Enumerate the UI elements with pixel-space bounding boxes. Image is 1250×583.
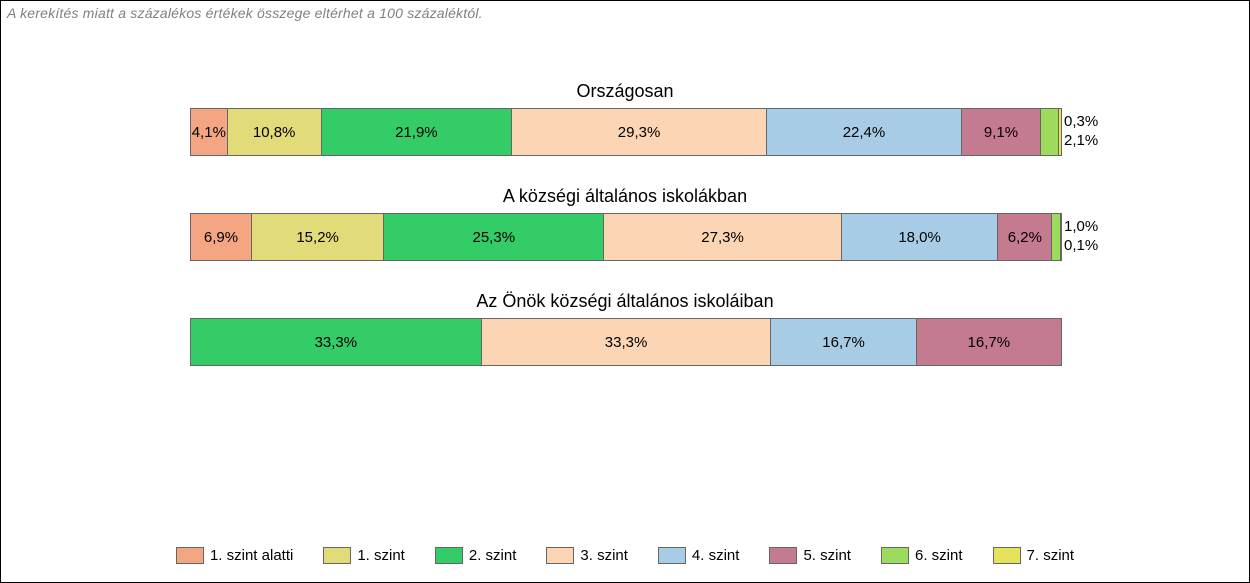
overflow-labels: 1,0%0,1% <box>1060 213 1098 261</box>
legend-item: 1. szint <box>323 547 405 564</box>
legend-item: 4. szint <box>658 547 740 564</box>
legend-item: 5. szint <box>769 547 851 564</box>
bar-group: A községi általános iskolákban6,9%15,2%2… <box>1 186 1249 261</box>
legend-item: 7. szint <box>993 547 1075 564</box>
bar-group-title: Országosan <box>1 81 1249 102</box>
bar-segment: 33,3% <box>481 319 771 365</box>
rounding-note: A kerekítés miatt a százalékos értékek ö… <box>7 5 483 21</box>
overflow-label: 1,0% <box>1064 218 1098 237</box>
bar-segment: 6,9% <box>191 214 251 260</box>
legend-swatch <box>993 547 1021 564</box>
stacked-bar: 6,9%15,2%25,3%27,3%18,0%6,2% <box>190 213 1062 261</box>
bar-segment <box>1040 109 1058 155</box>
legend: 1. szint alatti 1. szint 2. szint 3. szint 4… <box>1 547 1249 564</box>
legend-swatch <box>546 547 574 564</box>
legend-label: 3. szint <box>580 547 628 564</box>
charts-region: Országosan4,1%10,8%21,9%29,3%22,4%9,1%0,… <box>1 81 1249 396</box>
bar-segment: 18,0% <box>841 214 998 260</box>
legend-item: 3. szint <box>546 547 628 564</box>
stacked-bar: 33,3%33,3%16,7%16,7% <box>190 318 1062 366</box>
legend-item: 6. szint <box>881 547 963 564</box>
bar-segment: 10,8% <box>227 109 321 155</box>
bar-segment: 22,4% <box>766 109 961 155</box>
bar-wrap: 6,9%15,2%25,3%27,3%18,0%6,2%1,0%0,1% <box>190 213 1060 261</box>
legend-swatch <box>435 547 463 564</box>
legend-swatch <box>658 547 686 564</box>
stacked-bar: 4,1%10,8%21,9%29,3%22,4%9,1% <box>190 108 1062 156</box>
bar-wrap: 4,1%10,8%21,9%29,3%22,4%9,1%0,3%2,1% <box>190 108 1060 156</box>
bar-segment: 9,1% <box>961 109 1040 155</box>
overflow-labels: 0,3%2,1% <box>1060 108 1098 156</box>
bar-group-title: Az Önök községi általános iskoláiban <box>1 291 1249 312</box>
bar-wrap: 33,3%33,3%16,7%16,7% <box>190 318 1060 366</box>
bar-segment: 16,7% <box>770 319 915 365</box>
overflow-label: 0,1% <box>1064 237 1098 256</box>
legend-swatch <box>881 547 909 564</box>
legend-item: 2. szint <box>435 547 517 564</box>
legend-swatch <box>769 547 797 564</box>
bar-segment: 29,3% <box>511 109 766 155</box>
chart-container: A kerekítés miatt a százalékos értékek ö… <box>0 0 1250 583</box>
overflow-label: 2,1% <box>1064 132 1098 151</box>
legend-item: 1. szint alatti <box>176 547 293 564</box>
bar-segment: 33,3% <box>191 319 481 365</box>
bar-segment: 16,7% <box>916 319 1061 365</box>
bar-segment: 4,1% <box>191 109 227 155</box>
bar-segment: 6,2% <box>997 214 1051 260</box>
bar-segment: 15,2% <box>251 214 383 260</box>
bar-segment <box>1051 214 1060 260</box>
legend-label: 1. szint <box>357 547 405 564</box>
overflow-label: 0,3% <box>1064 113 1098 132</box>
bar-segment: 27,3% <box>603 214 840 260</box>
bar-group-title: A községi általános iskolákban <box>1 186 1249 207</box>
legend-label: 1. szint alatti <box>210 547 293 564</box>
legend-label: 4. szint <box>692 547 740 564</box>
legend-label: 7. szint <box>1027 547 1075 564</box>
legend-label: 5. szint <box>803 547 851 564</box>
bar-group: Az Önök községi általános iskoláiban 33,3… <box>1 291 1249 366</box>
bar-group: Országosan4,1%10,8%21,9%29,3%22,4%9,1%0,… <box>1 81 1249 156</box>
legend-swatch <box>176 547 204 564</box>
bar-segment: 21,9% <box>321 109 512 155</box>
bar-segment: 25,3% <box>383 214 603 260</box>
legend-label: 6. szint <box>915 547 963 564</box>
legend-swatch <box>323 547 351 564</box>
legend-label: 2. szint <box>469 547 517 564</box>
